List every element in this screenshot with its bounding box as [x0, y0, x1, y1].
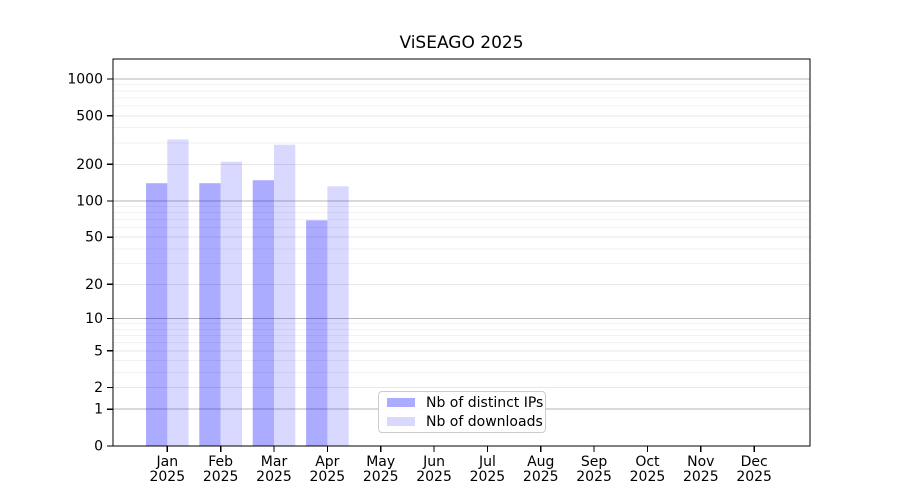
x-tick-label-month: Oct: [635, 454, 660, 470]
chart-title: ViSEAGO 2025: [399, 33, 524, 53]
x-tick-label-year: 2025: [683, 469, 719, 485]
x-tick-label-year: 2025: [203, 469, 239, 485]
y-tick-label: 500: [76, 108, 103, 124]
bar-distinct-ips-jan: [146, 183, 168, 446]
x-tick-label-month: Sep: [581, 454, 608, 470]
y-tick-label: 2: [94, 380, 103, 396]
x-tick-label-year: 2025: [630, 469, 666, 485]
bar-distinct-ips-feb: [199, 183, 221, 446]
y-tick-label: 50: [85, 230, 103, 246]
bar-distinct-ips-mar: [252, 180, 274, 446]
y-tick-label: 200: [76, 157, 103, 173]
x-tick-label-year: 2025: [523, 469, 559, 485]
legend-item-downloads: Nb of downloads: [387, 414, 543, 430]
legend-item-distinct-ips: Nb of distinct IPs: [387, 395, 543, 411]
y-tick-label: 5: [94, 343, 103, 359]
legend: Nb of distinct IPs Nb of downloads: [378, 391, 546, 433]
y-tick-label: 100: [76, 193, 103, 209]
x-tick-label-year: 2025: [416, 469, 452, 485]
x-tick-label-year: 2025: [470, 469, 506, 485]
x-tick-label-month: Aug: [527, 454, 554, 470]
y-tick-label: 0: [94, 439, 103, 455]
axes-spines: [112, 58, 811, 447]
legend-swatch-downloads: [387, 417, 415, 426]
x-tick-label-month: Jul: [478, 454, 496, 470]
x-tick-label-month: May: [366, 454, 395, 470]
x-tick-label-month: Nov: [687, 454, 714, 470]
x-tick-label-year: 2025: [736, 469, 772, 485]
x-tick-label-month: Apr: [315, 454, 339, 470]
x-tick-label-year: 2025: [310, 469, 346, 485]
legend-label-downloads: Nb of downloads: [426, 413, 543, 430]
y-tick-label: 10: [85, 311, 103, 327]
x-tick-label-year: 2025: [149, 469, 185, 485]
x-tick-label-year: 2025: [256, 469, 292, 485]
x-tick-label-year: 2025: [576, 469, 612, 485]
x-tick-label-month: Mar: [261, 454, 288, 470]
legend-swatch-distinct-ips: [387, 398, 415, 407]
y-tick-label: 1000: [67, 72, 103, 88]
bar-downloads-mar: [274, 144, 296, 446]
bar-distinct-ips-apr: [306, 220, 328, 446]
bar-downloads-jan: [167, 139, 189, 446]
x-tick-label-month: Feb: [208, 454, 233, 470]
y-tick-label: 1: [94, 402, 103, 418]
bar-downloads-apr: [327, 186, 349, 447]
x-tick-label-month: Dec: [741, 454, 768, 470]
x-tick-label-month: Jan: [156, 454, 179, 470]
legend-label-distinct-ips: Nb of distinct IPs: [426, 394, 544, 411]
y-tick-label: 20: [85, 277, 103, 293]
x-tick-label-year: 2025: [363, 469, 399, 485]
x-tick-label-month: Jun: [422, 454, 445, 470]
bar-downloads-feb: [220, 161, 242, 446]
